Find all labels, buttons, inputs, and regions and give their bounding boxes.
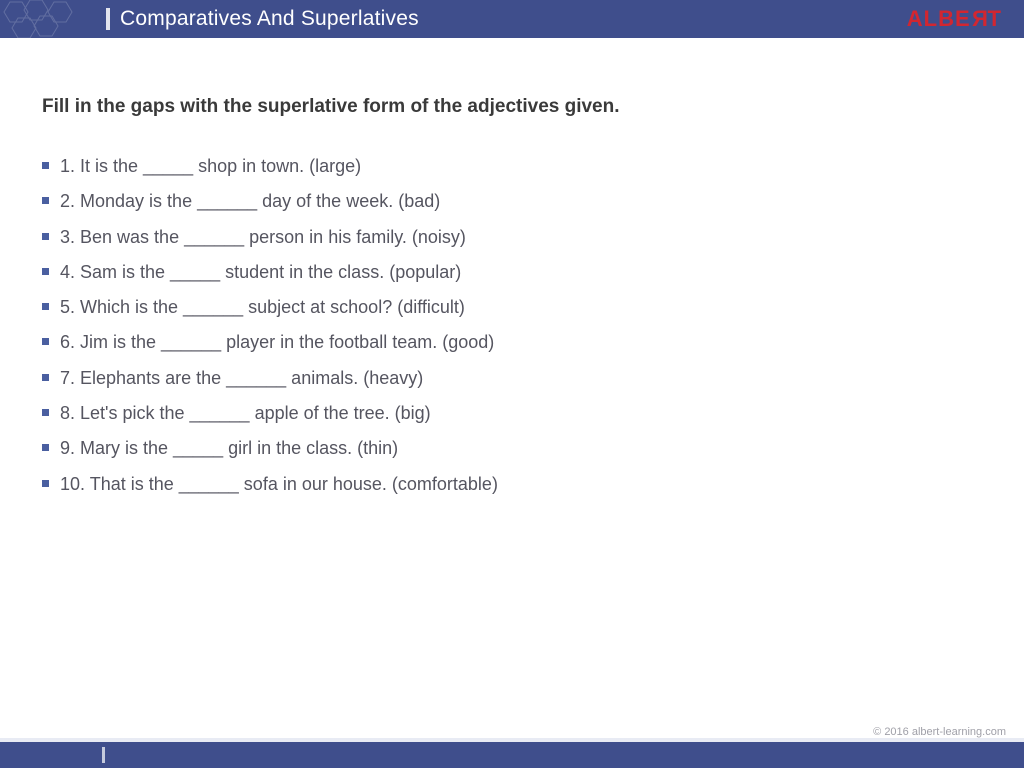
- slide-footer: [0, 742, 1024, 768]
- footer-accent-bar: [102, 747, 105, 763]
- list-item: 2. Monday is the ______ day of the week.…: [42, 189, 982, 213]
- list-item: 3. Ben was the ______ person in his fami…: [42, 225, 982, 249]
- list-item: 8. Let's pick the ______ apple of the tr…: [42, 401, 982, 425]
- list-item: 4. Sam is the _____ student in the class…: [42, 260, 982, 284]
- list-item: 5. Which is the ______ subject at school…: [42, 295, 982, 319]
- header-accent-bar: [106, 8, 110, 30]
- list-item: 6. Jim is the ______ player in the footb…: [42, 330, 982, 354]
- slide-header: Comparatives And Superlatives ALBERT: [0, 0, 1024, 38]
- exercise-list: 1. It is the _____ shop in town. (large)…: [42, 154, 982, 496]
- logo-part-flip: R: [971, 6, 988, 32]
- list-item: 7. Elephants are the ______ animals. (he…: [42, 366, 982, 390]
- header-hex-deco: [0, 0, 95, 38]
- slide-content: Fill in the gaps with the superlative fo…: [0, 38, 1024, 496]
- copyright-text: © 2016 albert-learning.com: [873, 726, 1006, 738]
- logo-part-3: T: [988, 6, 1002, 31]
- logo-part-1: ALBE: [907, 6, 971, 31]
- list-item: 1. It is the _____ shop in town. (large): [42, 154, 982, 178]
- list-item: 10. That is the ______ sofa in our house…: [42, 472, 982, 496]
- albert-logo: ALBERT: [907, 6, 1002, 32]
- list-item: 9. Mary is the _____ girl in the class. …: [42, 436, 982, 460]
- slide-title: Comparatives And Superlatives: [120, 7, 419, 31]
- instruction-text: Fill in the gaps with the superlative fo…: [42, 96, 982, 118]
